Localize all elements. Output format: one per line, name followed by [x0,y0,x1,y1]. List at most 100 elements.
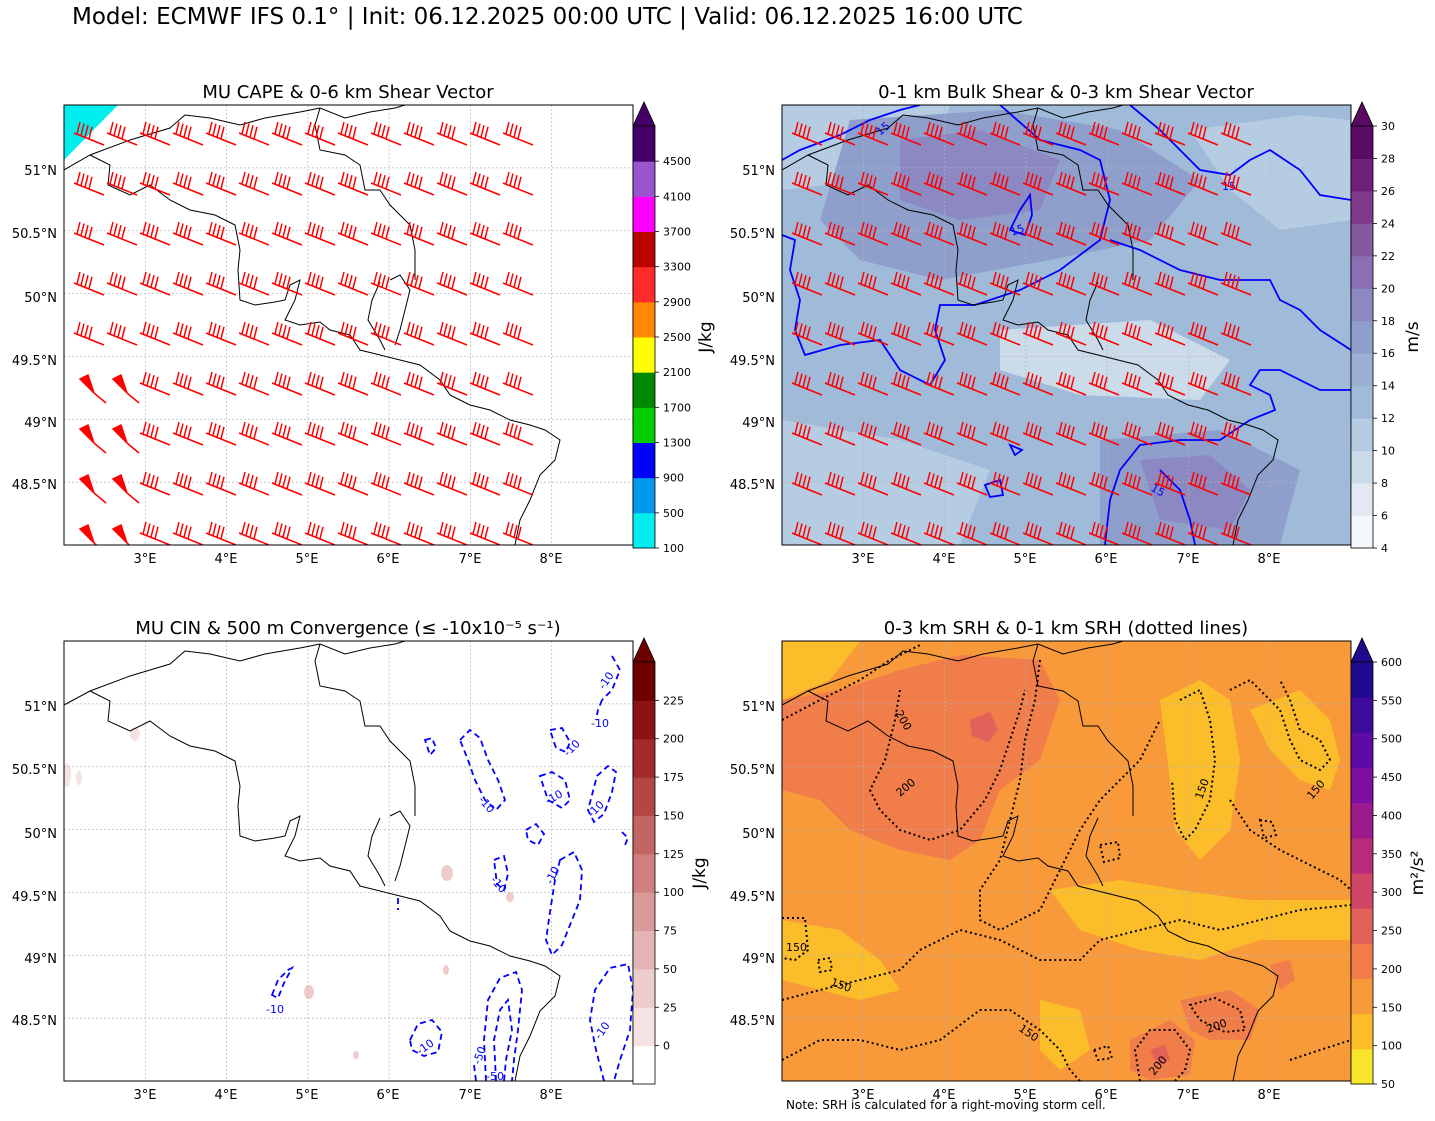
x-tick-label: 4°E [215,552,238,567]
wind-barb [923,471,955,496]
wind-barb [337,421,369,446]
colorbar-tick-label: 150 [1381,1001,1402,1014]
panel-srh-colorbar: 50 100 150 200 250 300 350 400 450 500 550 600 [1350,637,1402,1091]
colorbar-swatch [1351,418,1373,452]
shear-fill-region [1140,455,1250,530]
colorbar-tick-label: 50 [1381,1078,1395,1091]
wind-barb [111,473,140,504]
srh-fill-region [1150,1045,1170,1066]
wind-barb [1154,121,1186,146]
panel-srh-plot-area: 200 200 150 150 150 150 150 200 200 [782,641,1351,1081]
wind-barb [304,471,336,496]
wind-barb [890,521,922,545]
wind-barb [1121,121,1153,146]
wind-barb [1154,521,1186,545]
wind-barb [436,421,468,446]
wind-barb [1220,171,1252,196]
wind-barb [1154,171,1186,196]
colorbar-swatch [1351,908,1373,944]
y-tick-label: 49.5°N [730,354,775,369]
contour-label: -10 [266,1003,284,1016]
wind-barb [172,221,204,246]
srh-fill-region [1160,680,1240,860]
wind-barb [106,221,138,246]
wind-barb [890,171,922,196]
wind-barb [403,171,435,196]
wind-barb [923,521,955,545]
panel-cape-yticks: 51°N 50.5°N 50°N 49.5°N 49°N 48.5°N [12,164,57,493]
wind-barb [1154,321,1186,346]
wind-barb [469,221,501,246]
wind-barb [238,171,270,196]
colorbar-tick-label: 1700 [663,401,691,414]
colorbar-swatch [633,301,655,338]
panel-cin-title: MU CIN & 500 m Convergence (≤ -10x10⁻⁵ s… [135,618,560,639]
colorbar-swatch [1351,320,1373,354]
colorbar-swatch [1351,978,1373,1015]
wind-barb [857,421,889,446]
wind-barb [78,423,107,454]
wind-barb [1022,221,1054,246]
colorbar-swatch [1351,190,1373,224]
y-tick-label: 49°N [24,952,57,967]
wind-barb [78,373,107,404]
wind-barb [502,371,534,396]
wind-barb [1055,321,1087,346]
wind-barb [238,121,270,146]
wind-barb [271,171,303,196]
wind-barb [403,121,435,146]
wind-barb [106,121,138,146]
wind-barb [370,271,402,296]
colorbar-swatch [633,662,655,701]
wind-barb [1022,171,1054,196]
colorbar-swatch [1351,288,1373,322]
wind-barb [172,321,204,346]
srh-fill-region [1050,880,1351,960]
srh-fill-region [1040,1000,1090,1070]
wind-barb [106,271,138,296]
colorbar-tick-label: 4100 [663,190,691,203]
wind-barb [139,321,171,346]
wind-barb [791,171,823,196]
wind-barb [436,521,468,545]
colorbar-tick-label: 150 [663,809,684,822]
wind-barb [1088,471,1120,496]
wind-barb [403,271,435,296]
wind-barb [271,521,303,545]
wind-barb [1022,371,1054,396]
wind-barb [857,271,889,296]
colorbar-swatch [1351,1048,1373,1085]
wind-barb [172,521,204,545]
x-tick-label: 7°E [459,552,482,567]
colorbar-tick-label: 3700 [663,226,691,239]
wind-barb [304,371,336,396]
colorbar-swatch [1351,450,1373,484]
y-tick-label: 51°N [24,700,57,715]
x-tick-label: 5°E [1014,1088,1037,1103]
wind-barb [989,421,1021,446]
contour-label: -50 [486,1070,504,1083]
colorbar-tick-label: 28 [1381,152,1395,165]
x-tick-label: 3°E [134,1088,157,1103]
colorbar-swatch [1351,126,1373,159]
wind-barb [172,371,204,396]
panel-shear-title: 0-1 km Bulk Shear & 0-3 km Shear Vector [878,82,1254,103]
wind-barb [370,471,402,496]
colorbar-tick-label: 100 [1381,1040,1402,1053]
wind-barb [956,521,988,545]
wind-barb [238,371,270,396]
wind-barb [73,321,105,346]
wind-barb [824,121,856,146]
contour-label: -50 [471,1045,489,1066]
colorbar-tick-label: 175 [663,771,684,784]
wind-barb [1154,221,1186,246]
y-tick-label: 48.5°N [730,478,775,493]
wind-barb [956,321,988,346]
shear-fill-region [900,130,1060,220]
colorbar-swatch [1351,158,1373,192]
x-tick-label: 7°E [459,1088,482,1103]
wind-barb [172,421,204,446]
wind-barb [1121,171,1153,196]
colorbar-tick-label: 4 [1381,542,1388,555]
